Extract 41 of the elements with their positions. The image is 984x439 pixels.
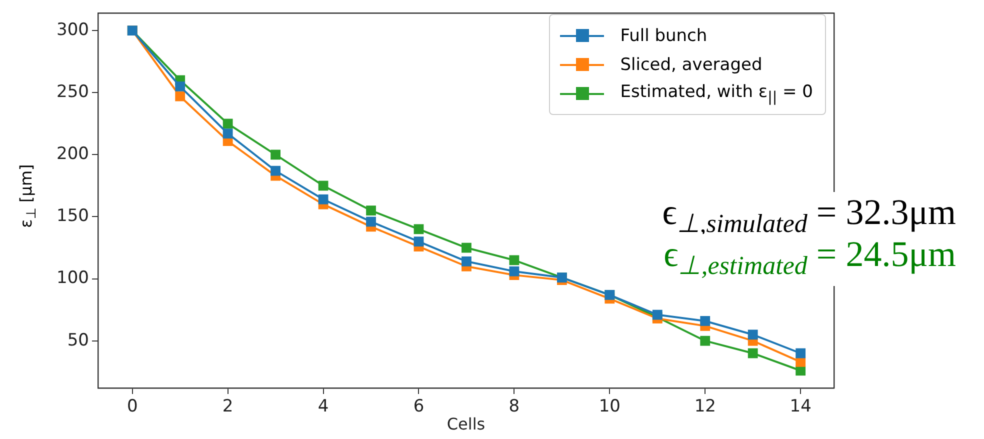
x-tick-label: 4	[318, 396, 329, 417]
x-tick-label: 8	[508, 396, 520, 417]
point	[462, 242, 472, 253]
annotation: ϵ$_{⊥,estimated}$ = 24.5μm	[664, 234, 956, 286]
legend-label: Full bunch	[620, 26, 708, 46]
y-tick-label: 150	[56, 206, 89, 226]
point	[796, 348, 806, 358]
point	[222, 118, 233, 129]
point	[414, 236, 424, 247]
y-tick-label: 100	[56, 268, 89, 288]
y-tick-label: 200	[56, 144, 89, 164]
x-tick-label: 12	[694, 396, 716, 417]
y-tick-label: 300	[56, 20, 89, 40]
point	[366, 216, 376, 227]
point	[652, 310, 662, 320]
y-tick-label: 50	[67, 330, 89, 350]
x-tick-label: 6	[413, 396, 424, 417]
x-tick-label: 2	[222, 396, 234, 417]
point	[222, 128, 233, 139]
legend-label: Sliced, averaged	[620, 54, 762, 74]
x-tick-label: 10	[598, 396, 620, 417]
point	[175, 91, 186, 102]
x-tick-label: 0	[126, 396, 138, 417]
y-tick-label: 250	[56, 82, 89, 102]
point	[270, 166, 281, 176]
point	[366, 206, 376, 216]
legend-label: Estimated, with ε$_{||}$ = 0	[620, 82, 813, 106]
x-tick-label: 14	[790, 396, 812, 417]
point	[175, 81, 186, 92]
point	[509, 266, 520, 276]
point	[318, 194, 328, 204]
point	[700, 336, 710, 346]
x-axis-title: Cells	[446, 414, 486, 434]
point	[700, 316, 710, 326]
point	[318, 180, 328, 191]
point	[748, 330, 758, 340]
point	[414, 224, 424, 234]
point	[462, 256, 472, 266]
point	[748, 348, 758, 358]
point	[509, 255, 520, 266]
point	[270, 150, 281, 160]
